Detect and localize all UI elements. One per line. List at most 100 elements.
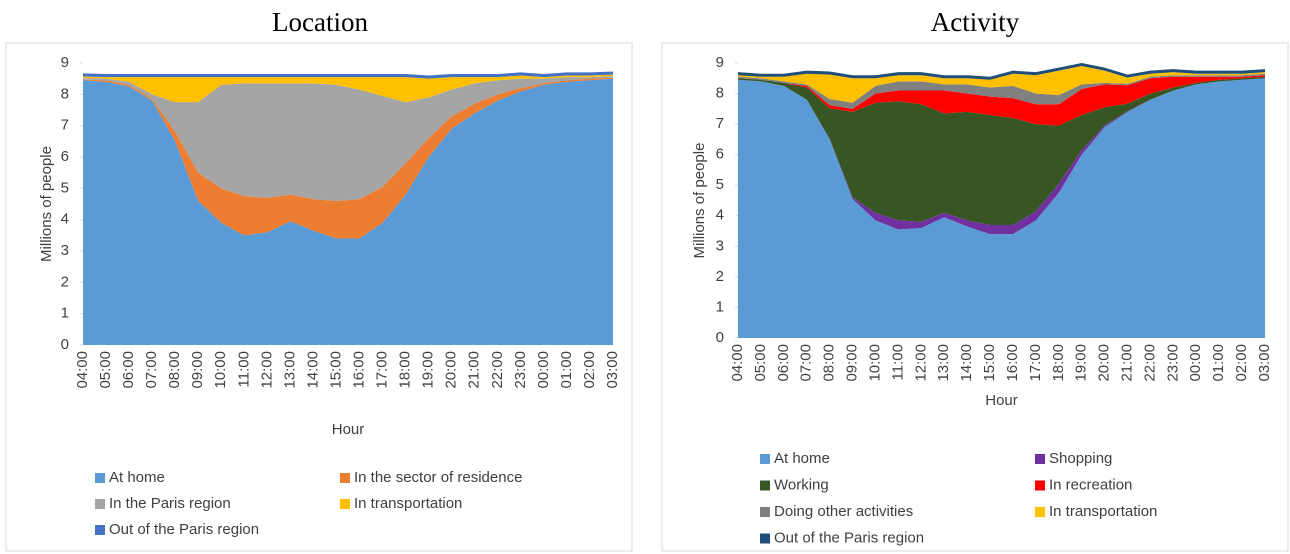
area [83,74,613,103]
area [738,63,1265,80]
x-axis-label: Hour [332,421,365,438]
x-tick-label: 02:00 [1233,344,1250,382]
y-axis-label: Millions of people [38,146,55,262]
area [83,77,613,239]
legend-label: Doing other activities [774,503,913,520]
x-tick-label: 14:00 [304,351,321,389]
x-tick-label: 23:00 [1164,344,1181,382]
x-tick-label: 21:00 [1118,344,1135,382]
x-tick-label: 01:00 [558,351,575,389]
x-tick-label: 03:00 [1256,344,1273,382]
x-tick-label: 22:00 [489,351,506,389]
x-tick-label: 18:00 [1050,344,1067,382]
y-tick-label: 8 [716,85,724,102]
y-tick-label: 0 [716,329,724,346]
x-tick-label: 20:00 [443,351,460,389]
y-tick-label: 3 [61,242,69,259]
y-tick-label: 7 [716,115,724,132]
area [738,66,1265,103]
x-tick-label: 09:00 [844,344,861,382]
area [83,78,613,346]
legend-swatch [95,499,105,509]
legend-label: Out of the Paris region [109,521,259,538]
y-tick-label: 1 [716,298,724,315]
legend-swatch [1035,454,1045,464]
x-tick-label: 05:00 [752,344,769,382]
legend-swatch [340,473,350,483]
x-tick-label: 00:00 [1187,344,1204,382]
area [738,78,1265,339]
y-tick-label: 4 [716,207,724,224]
x-tick-label: 16:00 [350,351,367,389]
area [83,71,613,79]
x-axis-label: Hour [985,392,1018,409]
legend-label: In the sector of residence [354,469,522,486]
x-tick-label: 13:00 [935,344,952,382]
legend-swatch [760,480,770,491]
x-tick-label: 11:00 [889,344,906,380]
legend-label: In transportation [354,495,462,512]
legend-label: Out of the Paris region [774,529,924,546]
x-tick-label: 20:00 [1096,344,1113,382]
x-tick-label: 17:00 [374,351,391,389]
x-tick-label: 19:00 [1073,344,1090,382]
x-tick-label: 05:00 [97,351,114,389]
y-tick-label: 2 [716,268,724,285]
y-tick-label: 5 [61,179,69,196]
x-tick-label: 15:00 [327,351,344,389]
legend-swatch [1035,480,1045,491]
x-tick-label: 00:00 [535,351,552,389]
chart-title: Activity [931,7,1020,37]
legend-swatch [95,525,105,535]
x-tick-label: 11:00 [235,351,252,387]
legend-label: At home [774,450,830,467]
y-tick-label: 8 [61,85,69,102]
x-tick-label: 19:00 [420,351,437,389]
y-tick-label: 9 [716,54,724,71]
chart-title: Location [272,7,368,37]
x-tick-label: 06:00 [120,351,137,389]
legend-label: In the Paris region [109,495,231,512]
x-tick-label: 04:00 [74,351,91,389]
area [83,76,613,201]
x-tick-label: 02:00 [581,351,598,389]
x-tick-label: 04:00 [729,344,746,382]
x-tick-label: 23:00 [512,351,529,389]
legend-swatch [1035,507,1045,517]
y-tick-label: 6 [716,146,724,163]
x-tick-label: 21:00 [466,351,483,389]
x-tick-label: 07:00 [143,351,160,389]
x-tick-label: 12:00 [912,344,929,382]
x-tick-label: 08:00 [166,351,183,389]
x-tick-label: 15:00 [981,344,998,382]
x-tick-label: 10:00 [212,351,229,389]
x-tick-label: 09:00 [189,351,206,389]
x-tick-label: 12:00 [258,351,275,389]
y-axis-label: Millions of people [691,143,708,259]
y-tick-label: 1 [61,305,69,322]
y-tick-label: 6 [61,148,69,165]
x-tick-label: 18:00 [397,351,414,389]
x-tick-label: 10:00 [866,344,883,382]
y-tick-label: 4 [61,211,69,228]
y-tick-label: 9 [61,54,69,71]
legend-swatch [760,454,770,464]
legend-swatch [95,473,105,483]
y-tick-label: 0 [61,336,69,353]
x-tick-label: 07:00 [798,344,815,382]
y-tick-label: 2 [61,273,69,290]
area [738,76,1265,225]
legend-label: In recreation [1049,476,1132,493]
x-tick-label: 16:00 [1004,344,1021,382]
x-tick-label: 03:00 [604,351,621,389]
legend-swatch [340,499,350,509]
legend-swatch [760,533,770,544]
y-tick-label: 7 [61,117,69,134]
area [738,73,1265,109]
x-tick-label: 22:00 [1141,344,1158,382]
x-tick-label: 13:00 [281,351,298,389]
x-tick-label: 01:00 [1210,344,1227,382]
x-tick-label: 14:00 [958,344,975,382]
